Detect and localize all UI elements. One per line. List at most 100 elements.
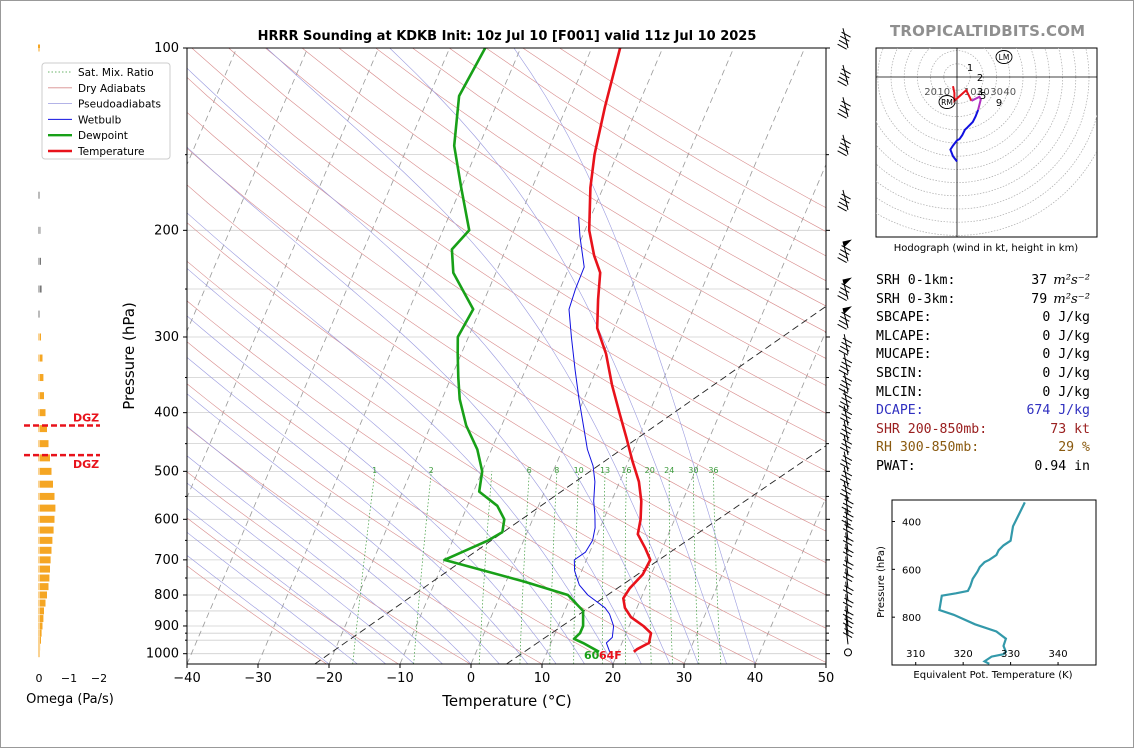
x-tick-label: −40 [173, 671, 200, 686]
param-label: SRH 0-3km: [876, 291, 956, 307]
thetae-x-tick-label: 340 [1048, 649, 1067, 660]
skewt-background: 1 2 6 8 10 13 16 20 24 30 36 [0, 48, 826, 664]
omega-tick-label: 0 [36, 672, 43, 685]
barb-flag [841, 428, 851, 435]
omega-bar [38, 467, 52, 475]
wind-barb [842, 581, 854, 602]
dry-adiabat [191, 48, 826, 472]
omega-bar [38, 515, 55, 523]
omega-tick-label: −1 [61, 672, 77, 685]
hodograph-height-label: 5 [980, 91, 986, 102]
isotherm [187, 48, 451, 664]
moist-adiabat [187, 393, 500, 664]
mixing-ratio-line [668, 471, 673, 664]
barb-flag [842, 455, 853, 461]
moist-adiabat [187, 555, 330, 664]
barb-flag [841, 245, 851, 251]
barb-flag [837, 257, 847, 263]
barb-flag [841, 379, 851, 386]
dry-adiabat [412, 48, 826, 307]
x-tick-label: 20 [605, 671, 622, 686]
moist-adiabat [187, 455, 443, 664]
barb-flag [842, 470, 853, 477]
omega-bar [38, 546, 52, 554]
storm-motion-label: LM [999, 53, 1010, 62]
barb-flag [842, 551, 853, 558]
barb-flag [838, 405, 849, 411]
moist-adiabat [187, 315, 557, 664]
surface-dewpoint-label: 60 [584, 649, 600, 662]
param-row: SBCIN: 0 J/kg [876, 365, 1090, 384]
param-unit: m²s⁻² [1053, 291, 1090, 307]
y-tick-label: 600 [154, 512, 179, 527]
barb-flag [837, 150, 847, 157]
barb-flag [839, 446, 850, 453]
hodograph-frame [875, 47, 1098, 238]
param-unit: m²s⁻² [1053, 273, 1090, 288]
barb-flag [837, 43, 847, 50]
param-row: SHR 200-850mb: 73 kt [876, 421, 1090, 440]
wind-barb [837, 28, 851, 50]
y-tick-label: 700 [154, 553, 179, 568]
barb-flag [841, 361, 851, 368]
barb-flag [844, 597, 854, 604]
moist-adiabat [187, 212, 614, 664]
dry-adiabat [338, 48, 826, 359]
series-temperature [587, 48, 653, 653]
param-value: 0 J/kg [1042, 365, 1090, 381]
series-wetbulb [568, 216, 615, 652]
y-tick-label: 400 [154, 406, 179, 421]
barb-flag [844, 628, 854, 634]
isotherm [187, 48, 380, 499]
wind-barb [838, 334, 853, 356]
dry-adiabat [375, 48, 826, 333]
wind-barb [839, 420, 853, 441]
param-label: PWAT: [876, 458, 916, 474]
barb-flag [839, 365, 850, 372]
barb-flag [838, 369, 849, 376]
x-tick-label: 50 [818, 671, 835, 686]
barb-flag [841, 283, 851, 289]
omega-bar [38, 425, 47, 433]
wind-barb [839, 481, 853, 502]
omega-bar [38, 599, 46, 607]
param-label: SBCAPE: [876, 310, 932, 326]
hodograph-ring-label: 20 [977, 87, 990, 98]
barb-flag [840, 35, 850, 42]
moist-adiabat [266, 48, 699, 664]
isotherm [0, 48, 24, 664]
barb-flag [839, 345, 850, 352]
wind-barb [837, 189, 851, 212]
barb-flag [842, 589, 853, 596]
omega-bar [38, 591, 47, 599]
barb-flag [838, 387, 849, 394]
param-label: DCAPE: [876, 403, 924, 419]
barb-flag [839, 463, 850, 469]
param-value: 0 J/kg [1042, 310, 1090, 326]
moist-adiabat [187, 507, 386, 664]
hodograph-height-label: 3 [977, 87, 983, 98]
barb-flag [844, 618, 854, 625]
barb-flag [840, 104, 850, 111]
x-axis-label: Temperature (°C) [441, 692, 571, 710]
hodograph-height-label: 2 [977, 73, 983, 84]
moist-adiabat [187, 531, 358, 664]
dgz-label: DGZ [73, 458, 99, 471]
storm-motion-marker [938, 95, 956, 109]
x-tick-label: −30 [244, 671, 271, 686]
barb-flag [842, 484, 853, 491]
skewt-traces [443, 48, 653, 653]
chart-title: HRRR Sounding at KDKB Init: 10z Jul 10 [… [258, 29, 757, 44]
wind-barb [842, 532, 854, 553]
thetae-trace [938, 501, 1026, 665]
reference-line [314, 305, 826, 664]
omega-bar [38, 392, 44, 400]
barb-flag [841, 488, 851, 495]
thetae-x-tick-label: 320 [954, 649, 973, 660]
barb-flag [837, 295, 847, 301]
isotherm [683, 330, 826, 664]
barb-flag [841, 138, 851, 145]
param-value: 0.94 in [1034, 458, 1090, 474]
param-row: RH 300-850mb: 29 % [876, 439, 1090, 458]
